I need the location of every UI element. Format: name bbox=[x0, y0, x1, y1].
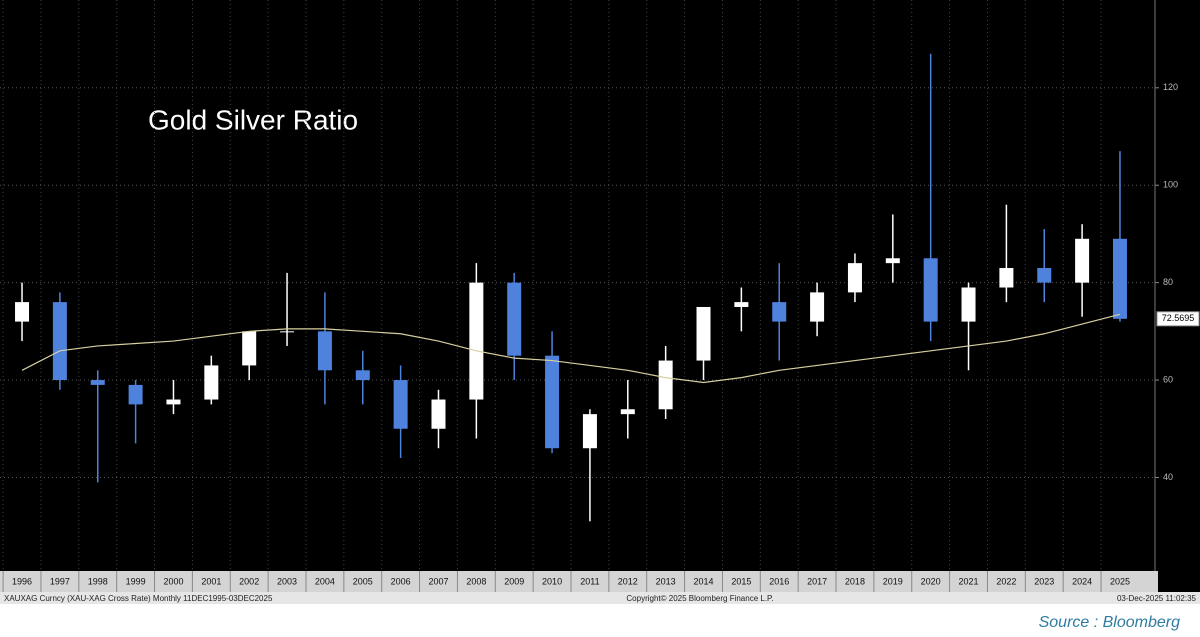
x-tick-label: 2004 bbox=[315, 576, 335, 586]
last-value-label: 72.5695 bbox=[1162, 313, 1195, 323]
x-tick-label: 2016 bbox=[769, 576, 789, 586]
candle-body bbox=[1112, 238, 1127, 319]
candle-body bbox=[355, 370, 370, 381]
candle-body bbox=[166, 399, 181, 405]
y-tick-label: 60 bbox=[1163, 374, 1173, 384]
candle-body bbox=[658, 360, 673, 410]
x-tick-label: 2011 bbox=[580, 576, 599, 586]
x-tick-label: 2024 bbox=[1072, 576, 1092, 586]
source: Source : Bloomberg bbox=[1039, 614, 1181, 631]
chart-background bbox=[0, 0, 1200, 604]
candle-body bbox=[469, 282, 484, 400]
x-tick-label: 1996 bbox=[12, 576, 32, 586]
x-tick-label: 2010 bbox=[542, 576, 562, 586]
y-tick-label: 80 bbox=[1163, 277, 1173, 287]
x-axis-strip bbox=[0, 571, 1158, 592]
candle-body bbox=[90, 380, 105, 385]
x-tick-label: 2005 bbox=[353, 576, 373, 586]
candle-body bbox=[734, 302, 749, 307]
candle-body bbox=[1075, 238, 1090, 283]
x-tick-label: 2003 bbox=[277, 576, 297, 586]
candle-body bbox=[772, 302, 787, 322]
chart-title: Gold Silver Ratio bbox=[148, 104, 358, 135]
x-tick-label: 2002 bbox=[239, 576, 259, 586]
footer-strip bbox=[0, 592, 1200, 604]
candle-body bbox=[961, 287, 976, 322]
x-tick-label: 2021 bbox=[959, 576, 979, 586]
x-tick-label: 2020 bbox=[921, 576, 941, 586]
x-tick-label: 2012 bbox=[618, 576, 638, 586]
moving-average-line bbox=[21, 313, 1121, 384]
x-tick-label: 1997 bbox=[50, 576, 70, 586]
x-tick-label: 2023 bbox=[1034, 576, 1054, 586]
footer-right: 03-Dec-2025 11:02:35 bbox=[1117, 594, 1197, 603]
x-tick-label: 2008 bbox=[466, 576, 486, 586]
candle-body bbox=[620, 409, 635, 415]
x-tick-label: 2018 bbox=[845, 576, 865, 586]
candle-body bbox=[999, 268, 1014, 288]
candle-body bbox=[1037, 268, 1052, 283]
x-tick-label: 1999 bbox=[126, 576, 146, 586]
candle-body bbox=[923, 258, 938, 322]
candle-body bbox=[204, 365, 219, 400]
y-tick-label: 120 bbox=[1163, 82, 1178, 92]
x-tick-label: 2022 bbox=[996, 576, 1016, 586]
x-tick-label: 2014 bbox=[693, 576, 713, 586]
x-tick-label: 1998 bbox=[88, 576, 108, 586]
x-tick-label: 2019 bbox=[883, 576, 903, 586]
x-tick-label: 2017 bbox=[807, 576, 827, 586]
x-tick-label: 2013 bbox=[656, 576, 676, 586]
candle-body bbox=[431, 399, 446, 429]
x-tick-label: 2009 bbox=[504, 576, 524, 586]
x-tick-label: 2015 bbox=[731, 576, 751, 586]
candle-body bbox=[242, 331, 257, 366]
x-tick-label: 2000 bbox=[163, 576, 183, 586]
candle-body bbox=[393, 380, 408, 429]
candle-body bbox=[847, 263, 862, 293]
candle-body bbox=[885, 258, 900, 264]
candle-body bbox=[280, 331, 295, 333]
x-tick-label: 2001 bbox=[201, 576, 221, 586]
last-value-box bbox=[1156, 311, 1200, 327]
x-tick-label: 2006 bbox=[391, 576, 411, 586]
candle-body bbox=[507, 282, 522, 356]
candle-body bbox=[52, 302, 67, 381]
candle-body bbox=[810, 292, 825, 322]
y-tick-label: 40 bbox=[1163, 472, 1173, 482]
candle-body bbox=[128, 384, 143, 405]
candle-body bbox=[582, 414, 597, 449]
candle-body bbox=[317, 331, 332, 371]
y-tick-label: 100 bbox=[1163, 180, 1178, 190]
candle-body bbox=[545, 355, 560, 449]
x-tick-label: 2007 bbox=[428, 576, 448, 586]
x-tick-label: 2025 bbox=[1110, 576, 1130, 586]
candle-body bbox=[696, 306, 711, 361]
footer-left: XAUXAG Curncy (XAU-XAG Cross Rate) Month… bbox=[4, 594, 273, 603]
footer-center: Copyright© 2025 Bloomberg Finance L.P. bbox=[626, 594, 773, 603]
candle-body bbox=[15, 302, 30, 322]
